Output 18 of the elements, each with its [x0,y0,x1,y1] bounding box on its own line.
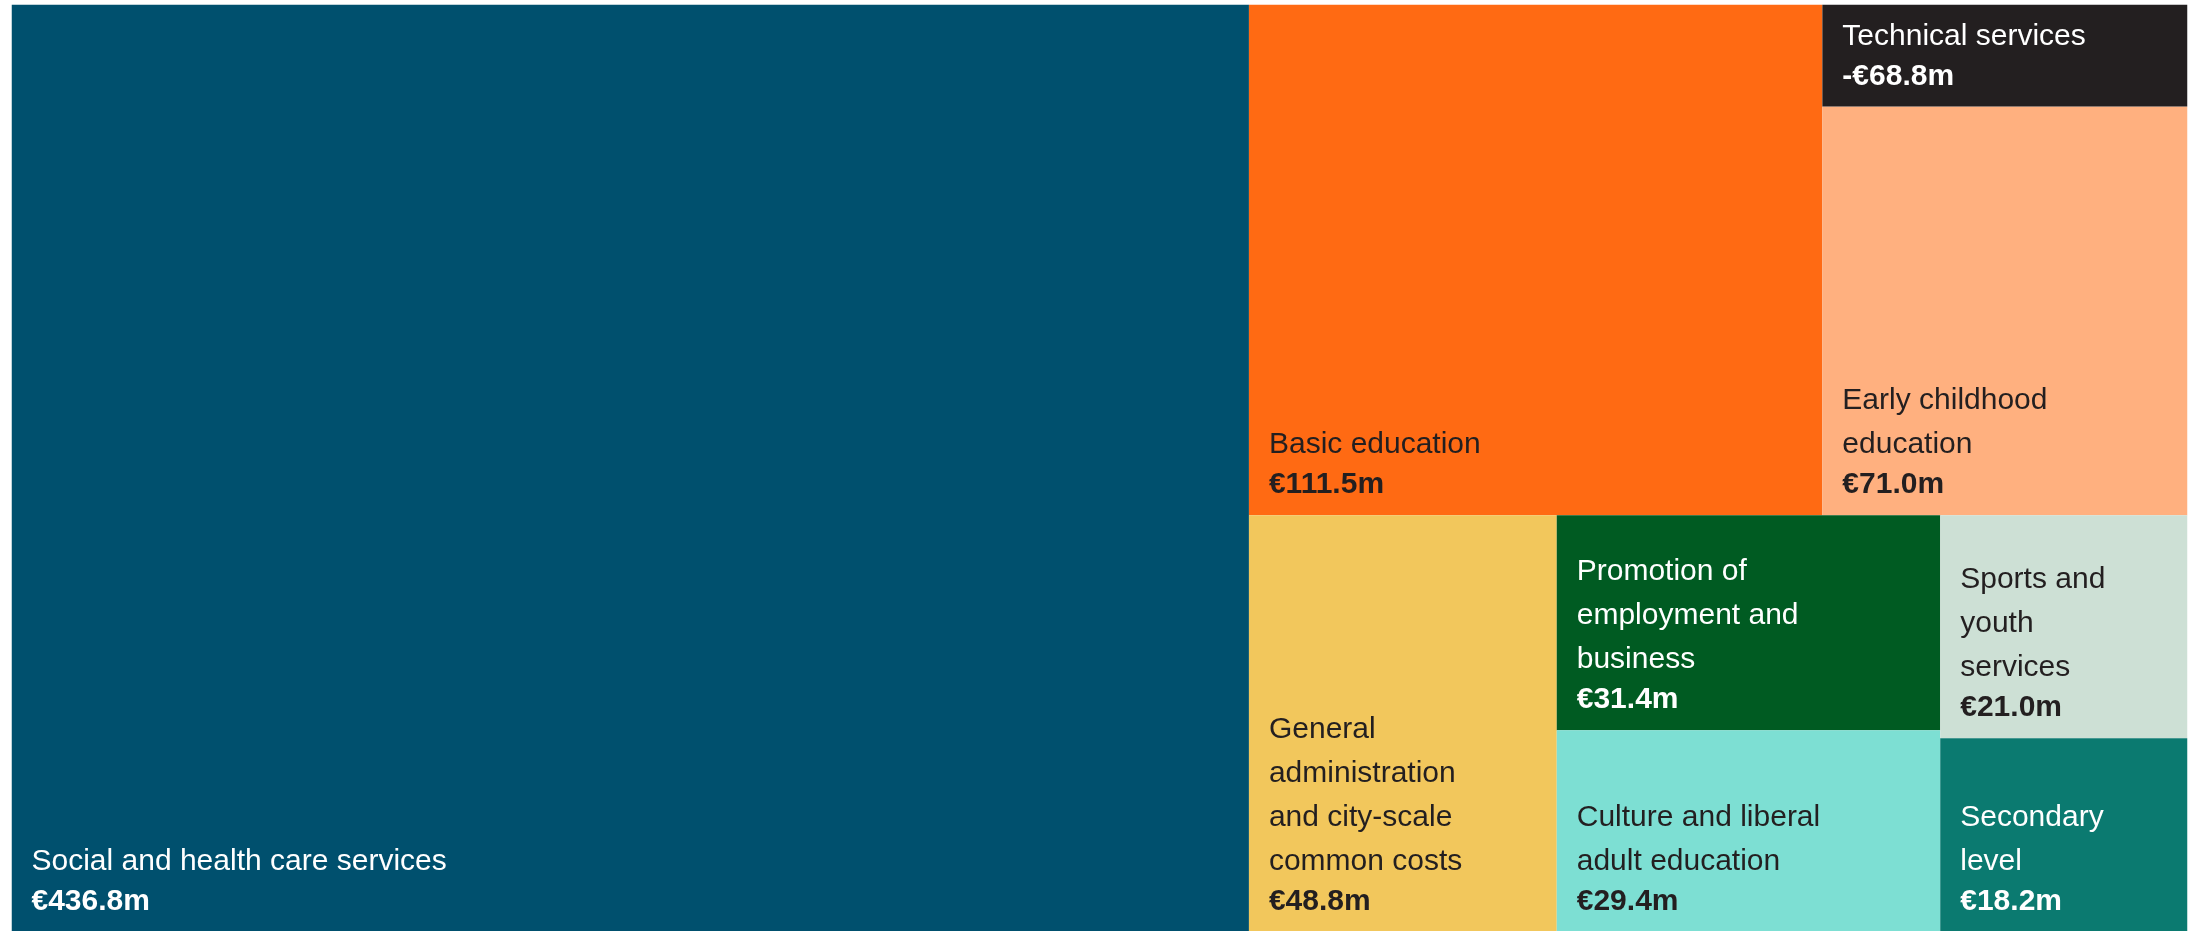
category-label: General administration and city-scale common costs [1268,710,1463,876]
category-label: Sports and youth services [1960,561,2106,683]
data-label: €71.0m [1842,466,1945,500]
category-label: Basic education [1268,426,1481,460]
data-label: €21.0m [1960,689,2062,723]
category-label: Early childhood education [1842,382,2048,460]
data-label: -€68.8m [1842,57,1955,91]
data-label: €18.2m [1960,882,2062,916]
data-label: €436.8m [31,882,150,916]
category-label: Secondary level [1960,798,2104,876]
data-label: €31.4m [1576,681,1679,715]
category-label: Promotion of employment and business [1576,553,1799,675]
data-label: €29.4m [1576,882,1679,916]
category-label: Culture and liberal adult education [1576,798,1821,876]
data-label: €111.5m [1268,466,1385,500]
category-label: Technical services [1842,17,2086,51]
data-label: €48.8m [1268,882,1371,916]
category-label: Social and health care services [31,842,447,876]
